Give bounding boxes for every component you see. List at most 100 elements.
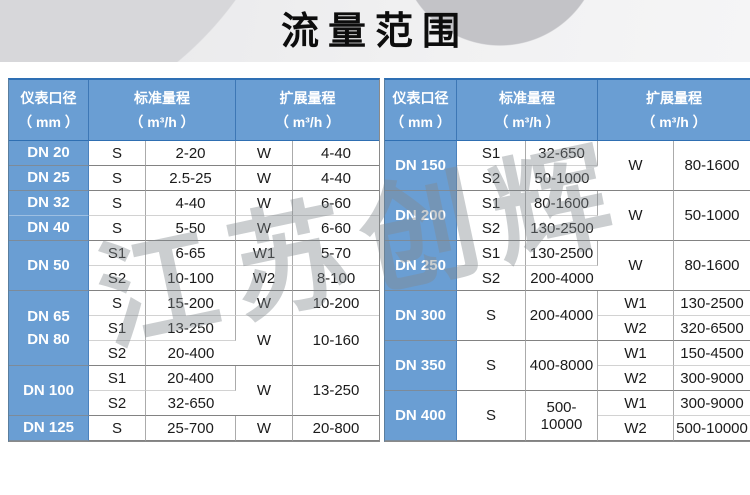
flow-range-table-left: 仪表口径 （ mm ） 标准量程 （ m³/h ） 扩展量程 （ m³/h ） … [8,78,380,442]
extended-mode-cell: W [236,291,293,316]
header-standard-label: 标准量程 [499,90,555,106]
table-row: DN 65 DN 80 S 15-200 W 10-200 [9,291,379,366]
standard-mode-cell: S2 [457,216,526,241]
table-row: DN 40 S 5-50 W 6-60 [9,216,379,241]
standard-range-cell: 20-400 [146,341,236,366]
table-row: DN 350 S 400-8000 W1 150-4500 [385,341,750,391]
extended-range-cell: 80-1600 [674,241,750,291]
standard-mode-cell: S2 [89,391,146,416]
standard-range-cell: 200-4000 [526,266,598,291]
standard-range-cell: 2-20 [146,141,236,166]
header-row: 仪表口径 （ mm ） 标准量程 （ m³/h ） 扩展量程 （ m³/h ） [9,80,379,141]
standard-range-cell: 13-250 [146,316,236,341]
header-extended-range: 扩展量程 （ m³/h ） [236,80,379,141]
dn-cell: DN 350 [385,341,457,391]
extended-mode-cell: W2 [598,416,674,441]
table-row: DN 20 S 2-20 W 4-40 [9,141,379,166]
dn-cell: DN 150 [385,141,457,191]
dn-cell: DN 400 [385,391,457,441]
table-row: DN 100 S1 20-400 W 13-250 [9,366,379,416]
extended-range-cell: 4-40 [293,141,379,166]
table-row: DN 300 S 200-4000 W1 130-2500 [385,291,750,341]
standard-range-cell: 32-650 [526,141,598,166]
extended-range-cell: 10-200 [293,291,379,316]
standard-range-cell: 130-2500 [526,241,598,266]
extended-range-cell: 320-6500 [674,316,750,341]
table-row: S2 20-400 [9,341,379,366]
standard-mode-cell: S [89,141,146,166]
header-diameter-unit: （ mm ） [390,114,451,130]
standard-mode-cell: S2 [89,341,146,366]
standard-range-cell: 4-40 [146,191,236,216]
extended-mode-cell: W [236,141,293,166]
extended-mode-cell: W [236,191,293,216]
table-row: W2 320-6500 [385,316,750,341]
extended-mode-cell: W2 [598,366,674,391]
standard-range-cell: 2.5-25 [146,166,236,191]
extended-range-cell: 10-160 [293,316,379,366]
table-row: DN 125 S 25-700 W 20-800 [9,416,379,441]
standard-mode-cell: S2 [457,166,526,191]
extended-mode-cell: W1 [236,241,293,266]
extended-range-cell: 5-70 [293,241,379,266]
standard-mode-cell: S2 [89,266,146,291]
standard-range-cell: 500-10000 [526,391,598,441]
page-title: 流量范围 [280,8,469,53]
header-diameter: 仪表口径 （ mm ） [385,80,457,141]
dn-cell: DN 20 [9,141,89,166]
header-extended-label: 扩展量程 [646,90,702,106]
table-row: S2 130-2500 [385,216,750,241]
extended-mode-cell: W2 [236,266,293,291]
standard-mode-cell: S [89,191,146,216]
header-extended-unit: （ m³/h ） [641,114,707,130]
dn-cell: DN 65 DN 80 [9,291,89,366]
dn-cell: DN 125 [9,416,89,441]
table-row: S2 50-1000 [385,166,750,191]
standard-mode-cell: S1 [457,191,526,216]
extended-range-cell: 300-9000 [674,391,750,416]
standard-range-cell: 130-2500 [526,216,598,241]
table-row: DN 150 S1 32-650 W 80-1600 [385,141,750,191]
header-standard-label: 标准量程 [134,90,190,106]
extended-mode-cell: W [236,216,293,241]
dn-cell: DN 100 [9,366,89,416]
standard-mode-cell: S1 [89,316,146,341]
standard-range-cell: 50-1000 [526,166,598,191]
title-banner: 流量范围 [0,0,750,62]
extended-mode-cell: W1 [598,291,674,316]
header-extended-unit: （ m³/h ） [274,114,341,130]
table-row: DN 200 S1 80-1600 W 50-1000 [385,191,750,241]
table-row: DN 250 S1 130-2500 W 80-1600 [385,241,750,291]
extended-range-cell: 130-2500 [674,291,750,316]
header-standard-range: 标准量程 （ m³/h ） [457,80,598,141]
standard-range-cell: 32-650 [146,391,236,416]
extended-mode-cell: W [236,316,293,366]
table-row: S2 200-4000 [385,266,750,291]
extended-range-cell: 50-1000 [674,191,750,241]
header-extended-label: 扩展量程 [279,90,336,106]
extended-range-cell: 150-4500 [674,341,750,366]
standard-range-cell: 5-50 [146,216,236,241]
dn-cell: DN 250 [385,241,457,291]
dn-cell: DN 25 [9,166,89,191]
extended-range-cell: 6-60 [293,191,379,216]
standard-range-cell: 400-8000 [526,341,598,391]
extended-mode-cell: W1 [598,391,674,416]
header-standard-unit: （ m³/h ） [494,114,560,130]
extended-mode-cell: W [236,416,293,441]
extended-range-cell: 20-800 [293,416,379,441]
table-row: W2 300-9000 [385,366,750,391]
extended-mode-cell: W1 [598,341,674,366]
standard-mode-cell: S [89,291,146,316]
standard-range-cell: 10-100 [146,266,236,291]
dn-cell: DN 40 [9,216,89,241]
header-diameter: 仪表口径 （ mm ） [9,80,89,141]
table-row: S2 32-650 [9,391,379,416]
table-row: S2 10-100 W2 8-100 [9,266,379,291]
standard-range-cell: 20-400 [146,366,236,391]
standard-range-cell: 15-200 [146,291,236,316]
table-row: DN 32 S 4-40 W 6-60 [9,191,379,216]
dn-cell: DN 300 [385,291,457,341]
extended-range-cell: 500-10000 [674,416,750,441]
table-row: W2 500-10000 [385,416,750,441]
